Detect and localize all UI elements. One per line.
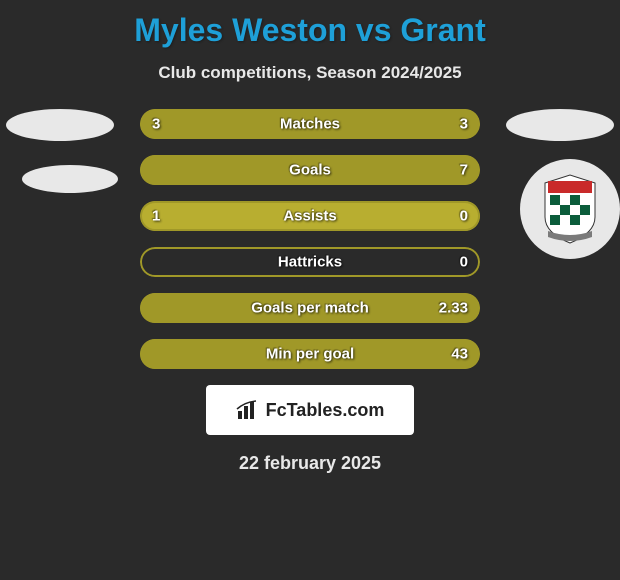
stat-row: Hattricks 0 bbox=[140, 247, 480, 277]
stat-value-left: 3 bbox=[152, 116, 160, 133]
logo-chart-icon bbox=[236, 399, 260, 421]
player2-placeholder bbox=[506, 109, 614, 141]
date: 22 february 2025 bbox=[0, 453, 620, 474]
player1-placeholder-2 bbox=[22, 165, 118, 193]
fctables-logo: FcTables.com bbox=[206, 385, 414, 435]
stat-label: Goals per match bbox=[251, 300, 369, 317]
stat-label: Min per goal bbox=[266, 346, 354, 363]
stat-value-right: 0 bbox=[460, 254, 468, 271]
stat-value-right: 3 bbox=[460, 116, 468, 133]
stat-row: Goals 7 bbox=[140, 155, 480, 185]
crest-icon bbox=[540, 173, 600, 245]
stat-value-right: 7 bbox=[460, 162, 468, 179]
stat-label: Goals bbox=[289, 162, 331, 179]
stat-row: Assists 1 0 bbox=[140, 201, 480, 231]
stat-bars: Matches 3 3 Goals 7 Assists 1 0 Hattricks 0 Goals … bbox=[140, 109, 480, 369]
stat-label: Matches bbox=[280, 116, 340, 133]
stat-value-left: 1 bbox=[152, 208, 160, 225]
logo-text: FcTables.com bbox=[266, 400, 385, 421]
stat-label: Hattricks bbox=[278, 254, 342, 271]
player1-placeholder-1 bbox=[6, 109, 114, 141]
stat-label: Assists bbox=[283, 208, 336, 225]
stat-row: Goals per match 2.33 bbox=[140, 293, 480, 323]
subtitle: Club competitions, Season 2024/2025 bbox=[0, 63, 620, 83]
team-crest bbox=[520, 159, 620, 259]
stat-row: Matches 3 3 bbox=[140, 109, 480, 139]
comparison-chart: Matches 3 3 Goals 7 Assists 1 0 Hattricks 0 Goals … bbox=[0, 109, 620, 369]
stat-row: Min per goal 43 bbox=[140, 339, 480, 369]
stat-value-right: 2.33 bbox=[439, 300, 468, 317]
stat-value-right: 43 bbox=[451, 346, 468, 363]
page-title: Myles Weston vs Grant bbox=[0, 0, 620, 49]
stat-value-right: 0 bbox=[460, 208, 468, 225]
